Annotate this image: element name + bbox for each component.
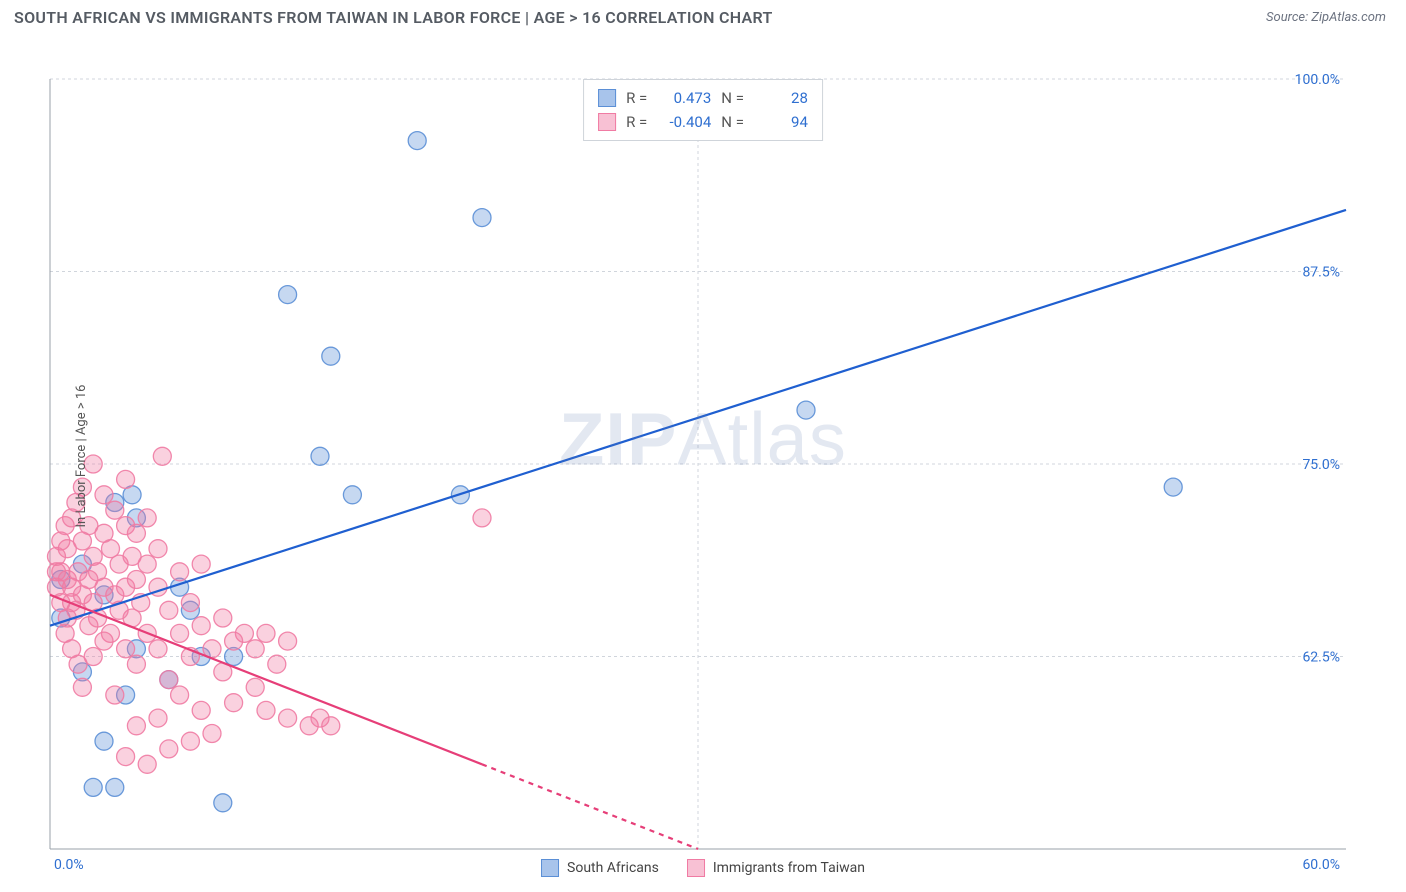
legend-item-0: South Africans — [541, 859, 659, 877]
chart-title: SOUTH AFRICAN VS IMMIGRANTS FROM TAIWAN … — [14, 8, 773, 27]
svg-text:87.5%: 87.5% — [1302, 265, 1340, 281]
svg-text:60.0%: 60.0% — [1302, 857, 1340, 873]
r-label-1: R = — [626, 110, 647, 134]
n-value-0: 28 — [754, 86, 808, 110]
n-label-0: N = — [721, 86, 744, 110]
n-value-1: 94 — [754, 110, 808, 134]
r-value-0: 0.473 — [657, 86, 711, 110]
n-label-1: N = — [721, 110, 744, 134]
r-label-0: R = — [626, 86, 647, 110]
legend-label-1: Immigrants from Taiwan — [713, 860, 865, 876]
legend-row-1: R = -0.404 N = 94 — [598, 110, 808, 134]
svg-text:100.0%: 100.0% — [1295, 72, 1340, 88]
legend-item-1: Immigrants from Taiwan — [687, 859, 865, 877]
legend-swatch-tw — [687, 859, 705, 877]
chart-header: SOUTH AFRICAN VS IMMIGRANTS FROM TAIWAN … — [0, 0, 1406, 31]
svg-text:62.5%: 62.5% — [1302, 650, 1340, 666]
scatter-chart: 62.5% 75.0% 87.5% 100.0% 0.0% 60.0% — [0, 31, 1406, 881]
legend-series: South Africans Immigrants from Taiwan — [541, 859, 865, 877]
legend-correlation: R = 0.473 N = 28 R = -0.404 N = 94 — [583, 79, 823, 141]
r-value-1: -0.404 — [657, 110, 711, 134]
svg-text:75.0%: 75.0% — [1302, 457, 1340, 473]
legend-swatch-0 — [598, 89, 616, 107]
y-axis-label: In Labor Force | Age > 16 — [74, 385, 89, 528]
legend-row-0: R = 0.473 N = 28 — [598, 86, 808, 110]
svg-text:0.0%: 0.0% — [54, 857, 84, 873]
legend-label-0: South Africans — [567, 860, 659, 876]
legend-swatch-sa — [541, 859, 559, 877]
chart-area: In Labor Force | Age > 16 ZIPAtlas 62.5%… — [0, 31, 1406, 881]
chart-source: Source: ZipAtlas.com — [1266, 10, 1386, 25]
legend-swatch-1 — [598, 113, 616, 131]
